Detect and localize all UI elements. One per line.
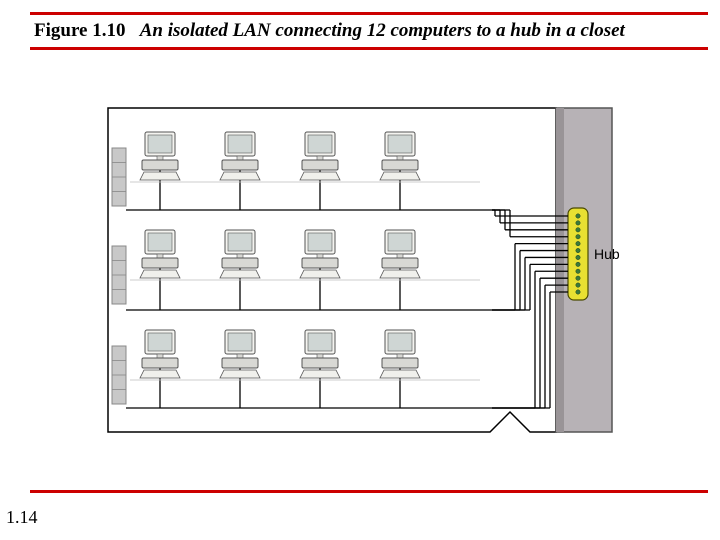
figure-caption: An isolated LAN connecting 12 computers … <box>140 20 625 41</box>
svg-text:Hub: Hub <box>594 246 620 262</box>
figure-title: Figure 1.10 An isolated LAN connecting 1… <box>34 20 625 42</box>
top-rule <box>30 12 708 15</box>
lan-diagram: Hub <box>100 100 640 440</box>
figure-number: Figure 1.10 <box>34 20 125 41</box>
page-number: 1.14 <box>6 507 38 528</box>
bottom-rule <box>30 490 708 493</box>
title-underline <box>30 47 708 50</box>
